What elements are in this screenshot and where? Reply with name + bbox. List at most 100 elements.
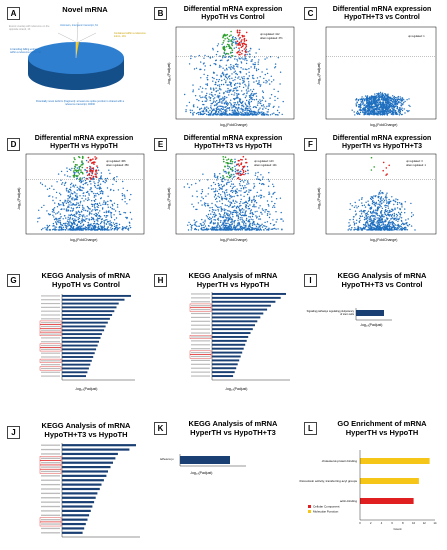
kegg-chart-j	[39, 443, 140, 538]
panel-h-subtitle: HyperTH vs HypoTH	[196, 280, 270, 289]
panel-a: A Novel mRNA Exonic overlap with referen…	[0, 0, 150, 130]
kegg-term-label	[191, 328, 210, 330]
kegg-term-label	[191, 352, 210, 354]
kegg-bar	[212, 292, 286, 295]
kegg-bar	[212, 304, 271, 307]
volcano-b-ylab: -log₁₀(Padjust)	[167, 62, 171, 85]
kegg-g-xlab: -log₁₀(Padjust)	[75, 387, 98, 391]
kegg-bar	[212, 363, 238, 366]
volcano-c-xlab: log₂(FoldChange)	[370, 123, 398, 127]
volcano-d-xlab: log₂(FoldChange)	[70, 238, 98, 242]
kegg-bar	[62, 466, 111, 469]
go-tick-label: 10	[412, 521, 415, 525]
pie-label-transfrag: A transfrag falling entirely within a re…	[10, 48, 41, 54]
panel-b-subtitle: HypoTH vs Control	[201, 14, 265, 21]
kegg-bar	[212, 332, 251, 335]
kegg-term-label	[191, 375, 210, 377]
kegg-term-label	[191, 297, 210, 299]
kegg-row-highlight	[39, 517, 62, 522]
kegg-bar	[62, 348, 97, 351]
panel-h-label: H	[154, 274, 167, 287]
kegg-term-label	[41, 371, 60, 373]
panel-e-title: Differential mRNA expression	[183, 135, 283, 142]
panel-f-subtitle: HyperTH vs HypoTH+T3	[342, 143, 422, 150]
kegg-row-highlight	[39, 332, 62, 336]
kegg-term-label	[41, 337, 60, 339]
volcano-plot-d	[25, 153, 145, 235]
volcano-d-up: up regulated: 466	[106, 160, 126, 163]
pie-label-isoform: Potentially novel isoform (fragment): at…	[35, 100, 125, 106]
kegg-term-label	[41, 318, 60, 320]
panel-b: B Differential mRNA expression HypoTH vs…	[150, 0, 300, 130]
kegg-term-label	[41, 532, 60, 534]
kegg-bar	[62, 514, 90, 517]
kegg-k-xlab: -log₁₀(Padjust)	[190, 471, 213, 475]
panel-g-title: KEGG Analysis of mRNA	[41, 271, 131, 280]
kegg-bar	[62, 340, 99, 343]
kegg-term-label	[41, 325, 60, 328]
go-tick-label: 2	[370, 521, 372, 525]
go-chart-l: cholesterol-protein binding thioredoxin a…	[300, 450, 437, 531]
kegg-bar	[212, 343, 246, 346]
kegg-term-label	[191, 324, 210, 326]
kegg-bar	[212, 316, 261, 319]
volcano-b-down: down regulated: 371	[260, 37, 283, 40]
panel-e-label: E	[154, 138, 167, 151]
kegg-row-highlight	[39, 460, 62, 465]
kegg-term-label	[191, 309, 210, 311]
kegg-bar	[62, 302, 119, 305]
panel-d-label: D	[7, 138, 20, 151]
kegg-bar	[62, 501, 95, 504]
panel-j-subtitle: HypoTH+T3 vs HypoTH	[44, 430, 128, 439]
pie-label-intergenic: Unknown, Intergenic transcript, 61	[60, 24, 98, 27]
go-bar-label: cholesterol-protein binding	[322, 459, 358, 463]
pie-slice-minor	[76, 41, 79, 58]
kegg-bar	[212, 375, 234, 378]
kegg-chart-h	[189, 292, 290, 381]
go-legend-label: Molecular Function	[313, 510, 339, 514]
volcano-c-up: up regulated: 1	[408, 35, 425, 38]
volcano-d-ylab: -log₁₀(Padjust)	[17, 187, 21, 210]
kegg-bar	[62, 298, 125, 301]
volcano-f-up: up regulated: 3	[406, 160, 423, 163]
kegg-row-highlight	[39, 343, 62, 348]
kegg-term-label	[41, 344, 60, 347]
kegg-row-highlight	[189, 307, 212, 312]
panel-c-label: C	[304, 7, 317, 20]
kegg-term-label	[41, 527, 60, 530]
kegg-term-label	[41, 341, 60, 343]
kegg-term-label	[41, 322, 60, 324]
kegg-term-label	[41, 483, 60, 486]
kegg-bar	[62, 352, 95, 355]
kegg-bar	[62, 505, 93, 508]
kegg-term-label	[41, 364, 60, 366]
kegg-term-label	[191, 340, 210, 342]
go-tick-label: 14	[434, 521, 437, 525]
kegg-bar	[212, 328, 253, 331]
kegg-bar	[62, 317, 110, 320]
volcano-f-down: down regulated: 1	[406, 164, 426, 167]
kegg-row-highlight	[39, 469, 62, 474]
kegg-term-label	[41, 367, 60, 370]
kegg-chart-i	[355, 308, 392, 321]
kegg-bar	[62, 457, 116, 460]
kegg-bar	[62, 359, 92, 362]
pie-chart	[28, 21, 124, 90]
kegg-term-label	[41, 457, 60, 459]
kegg-term-label	[191, 336, 210, 338]
kegg-term-label	[41, 462, 60, 464]
kegg-row-highlight	[39, 320, 62, 325]
panel-k-label: K	[154, 422, 167, 435]
pie-label-intron: Contained within a reference intron, 101	[114, 32, 146, 38]
kegg-bar	[62, 310, 115, 313]
kegg-term-label	[41, 501, 60, 503]
kegg-bar	[62, 371, 88, 374]
kegg-term-label	[41, 492, 60, 495]
kegg-bar	[62, 487, 100, 491]
kegg-bar	[212, 355, 241, 358]
kegg-term-label	[191, 355, 210, 358]
kegg-term-label	[41, 360, 60, 362]
panel-k-subtitle: HyperTH vs HypoTH+T3	[190, 428, 276, 437]
kegg-term-label	[41, 329, 60, 331]
kegg-row-highlight	[39, 456, 62, 461]
